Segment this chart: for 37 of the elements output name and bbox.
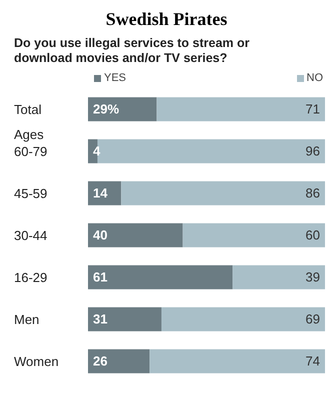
bar [88, 349, 150, 374]
chart-subtitle: Do you use illegal services to stream or download movies and/or TV series? [14, 36, 251, 66]
y-tick-label: 30-44 [14, 228, 48, 243]
bar [182, 223, 325, 248]
data-label: 60 [306, 228, 320, 243]
chart-title: Swedish Pirates [104, 8, 228, 30]
y-tick-label: Ages 60-79 [14, 127, 48, 159]
data-label: 40 [93, 228, 108, 243]
bar [88, 307, 162, 332]
data-label: 74 [306, 354, 320, 369]
data-label: 69 [306, 312, 320, 327]
bar [88, 223, 183, 248]
y-tick-label: 16-29 [14, 270, 48, 285]
bar [88, 181, 122, 206]
data-label: 71 [306, 102, 320, 117]
legend-label: YES [103, 72, 126, 84]
data-label: 14 [93, 186, 108, 201]
bar [232, 265, 325, 290]
data-label: 86 [306, 186, 320, 201]
data-label: 29% [93, 102, 120, 117]
y-tick-label: Total [14, 102, 42, 117]
bar [156, 97, 325, 122]
data-label: 96 [306, 144, 320, 159]
bar [121, 181, 325, 206]
bar [150, 349, 325, 374]
bar [161, 307, 325, 332]
bar [88, 97, 157, 122]
data-label: 39 [306, 270, 320, 285]
legend-label: NO [306, 72, 323, 84]
data-label: 4 [93, 144, 101, 159]
data-label: 26 [93, 354, 108, 369]
y-tick-label: Men [14, 312, 40, 327]
data-label: 31 [93, 312, 108, 327]
data-label: 61 [93, 270, 108, 285]
y-tick-label: 45-59 [14, 186, 48, 201]
bar [88, 265, 233, 290]
y-tick-label: Women [14, 354, 59, 369]
